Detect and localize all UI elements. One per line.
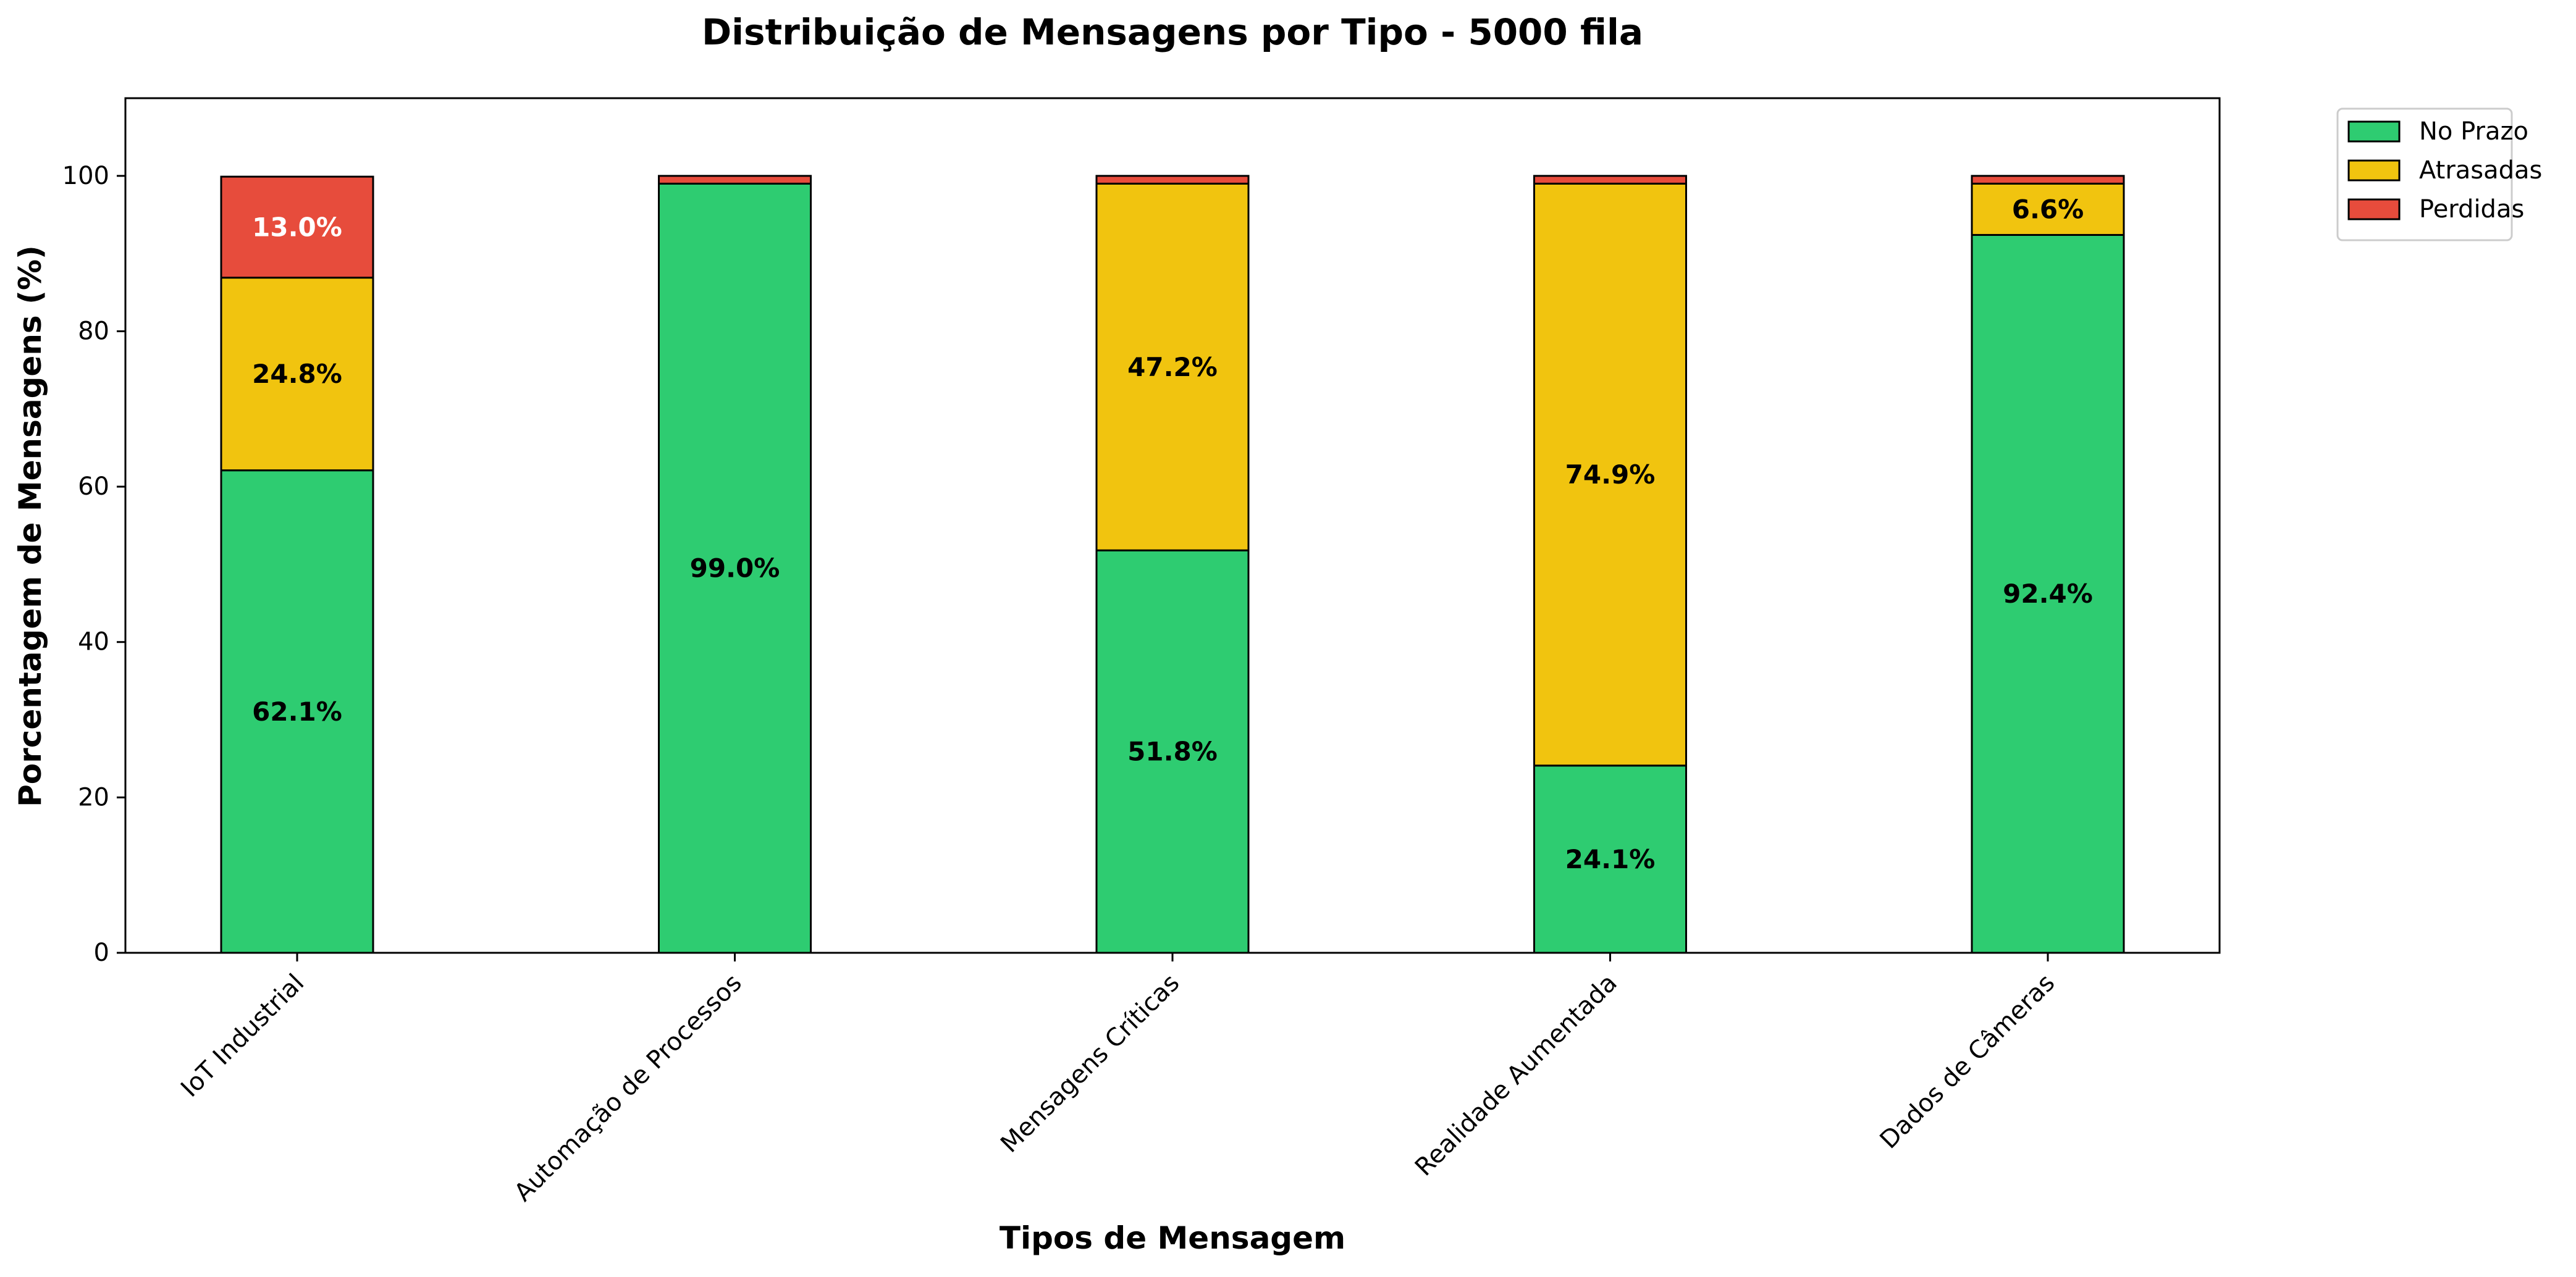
bar-labels-layer: 62.1% 24.8% 13.0% 99.0% 51.8% 47.2% 24.1% 74.9%…: [252, 194, 2093, 874]
bar-perdidas-dados-de-cameras: [1971, 175, 2125, 185]
x-tick-label-automacao-de-processos: Automação de Processos: [509, 969, 747, 1207]
bar-atrasadas-mensagens-criticas: [1095, 182, 1250, 551]
data-label-no-prazo-automacao-de-processos: 99.0%: [690, 553, 780, 584]
legend-swatch-perdidas: [2347, 198, 2401, 220]
x-tick-label-realidade-aumentada: Realidade Aumentada: [1410, 969, 1623, 1182]
x-tick-label-mensagens-criticas: Mensagens Críticas: [995, 969, 1185, 1158]
chart-title: Distribuição de Mensagens por Tipo - 500…: [702, 11, 1643, 53]
data-label-no-prazo-dados-de-cameras: 92.4%: [2003, 579, 2093, 609]
x-tick-label-dados-de-cameras: Dados de Câmeras: [1875, 969, 2061, 1155]
y-tick-label: 80: [78, 317, 109, 345]
bars-layer: [220, 175, 2125, 954]
x-axis-title: Tipos de Mensagem: [1000, 1220, 1345, 1256]
x-axis: IoT Industrial Automação de Processos Mens…: [175, 953, 2060, 1207]
bar-atrasadas-iot-industrial: [220, 277, 374, 472]
x-tick-label-iot-industrial: IoT Industrial: [175, 969, 309, 1103]
y-tick-label: 0: [94, 939, 109, 967]
data-label-no-prazo-realidade-aumentada: 24.1%: [1565, 844, 1656, 874]
bar-perdidas-iot-industrial: [220, 175, 374, 279]
data-label-perdidas-iot-industrial: 13.0%: [252, 212, 342, 242]
legend-swatch-no-prazo: [2347, 120, 2401, 143]
y-tick-label: 20: [78, 783, 109, 811]
data-label-atrasadas-dados-de-cameras: 6.6%: [2012, 194, 2084, 224]
data-label-no-prazo-iot-industrial: 62.1%: [252, 697, 342, 727]
legend-label-perdidas: Perdidas: [2419, 195, 2524, 224]
bar-perdidas-mensagens-criticas: [1095, 175, 1250, 185]
data-label-atrasadas-realidade-aumentada: 74.9%: [1565, 459, 1656, 490]
legend: No Prazo Atrasadas Perdidas: [2336, 107, 2542, 241]
bar-atrasadas-realidade-aumentada: [1533, 182, 1687, 767]
data-label-no-prazo-mensagens-criticas: 51.8%: [1127, 737, 1218, 767]
y-axis-title: Porcentagem de Mensagens (%): [12, 245, 48, 807]
bar-no-prazo-iot-industrial: [220, 469, 374, 954]
data-label-atrasadas-iot-industrial: 24.8%: [252, 359, 342, 389]
legend-label-no-prazo: No Prazo: [2419, 117, 2528, 146]
legend-label-atrasadas: Atrasadas: [2419, 156, 2542, 185]
bar-atrasadas-dados-de-cameras: [1971, 182, 2125, 236]
y-tick-label: 100: [62, 162, 109, 190]
bar-perdidas-automacao-de-processos: [658, 175, 812, 185]
y-axis: 0 20 40 60 80 100: [62, 162, 125, 967]
bar-no-prazo-mensagens-criticas: [1095, 549, 1250, 954]
y-tick-label: 60: [78, 472, 109, 501]
data-label-atrasadas-mensagens-criticas: 47.2%: [1127, 352, 1218, 382]
y-tick-label: 40: [78, 628, 109, 656]
legend-swatch-atrasadas: [2347, 159, 2401, 182]
bar-no-prazo-automacao-de-processos: [658, 182, 812, 954]
bar-perdidas-realidade-aumentada: [1533, 175, 1687, 185]
